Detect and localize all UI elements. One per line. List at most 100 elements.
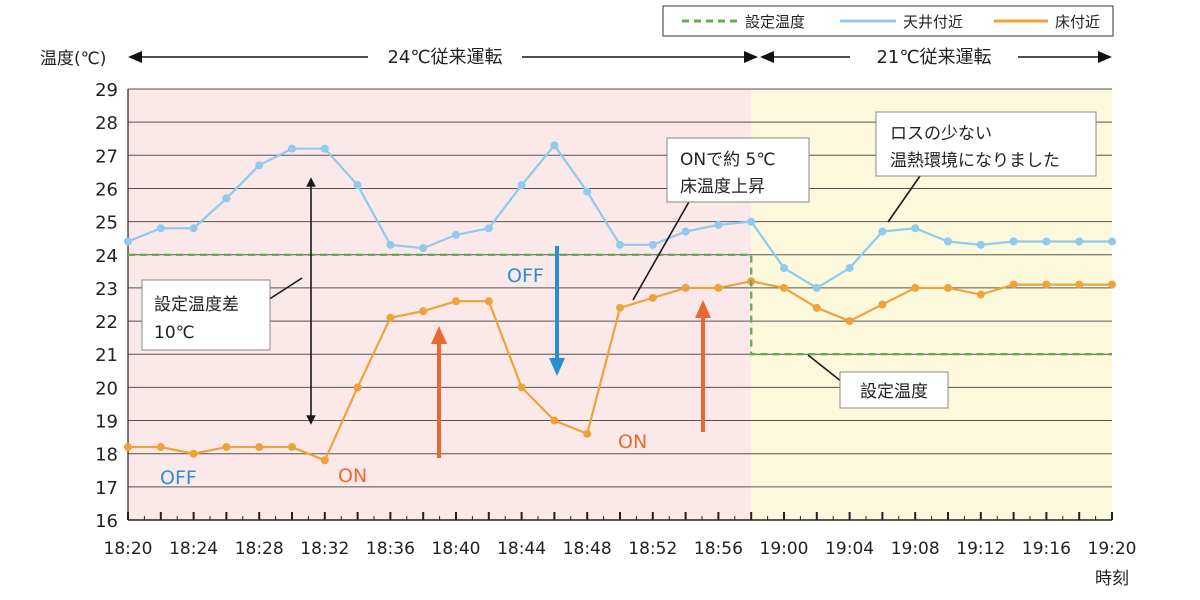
- legend-item-floor: 床付近: [994, 13, 1100, 31]
- series-0-point: [583, 187, 592, 196]
- series-1-point: [484, 297, 493, 306]
- y-tick-label: 25: [95, 213, 118, 234]
- series-0-point: [320, 144, 329, 153]
- series-0-point: [681, 227, 690, 236]
- x-tick-label: 18:48: [563, 539, 612, 559]
- x-tick-label: 18:40: [432, 539, 481, 559]
- legend-label-setpoint: 設定温度: [745, 13, 805, 31]
- legend-label-floor: 床付近: [1055, 13, 1100, 31]
- series-1-point: [156, 443, 165, 452]
- series-1-point: [812, 303, 821, 312]
- y-tick-label: 17: [95, 478, 118, 499]
- on-rise-callout-line: [632, 199, 691, 301]
- off-label-1: OFF: [160, 467, 197, 489]
- series-0-point: [911, 224, 920, 233]
- on-rise-line1: ONで約 5℃: [680, 150, 775, 170]
- region-header-24: 24℃従来運転: [128, 47, 758, 68]
- series-0-point: [976, 240, 985, 249]
- series-0-point: [452, 230, 460, 239]
- series-1-point: [648, 293, 657, 302]
- series-1-point: [353, 383, 362, 392]
- blue-down-arrow: [549, 246, 565, 376]
- series-0-point: [845, 264, 854, 273]
- series-1-point: [386, 313, 395, 322]
- legend-item-ceiling: 天井付近: [840, 13, 963, 31]
- series-0-point: [189, 224, 198, 233]
- series-1-point: [976, 290, 985, 299]
- series-1-point: [780, 283, 788, 292]
- x-tick-label: 19:08: [891, 539, 940, 559]
- series-0-point: [517, 181, 526, 190]
- low-loss-callout: ロスの少ない 温熱環境になりました: [875, 111, 1097, 177]
- series-0-point: [1009, 237, 1018, 246]
- series-0-point: [255, 161, 264, 170]
- y-tick-label: 23: [95, 279, 118, 300]
- y-tick-label: 27: [95, 146, 118, 167]
- series-0-point: [780, 264, 788, 273]
- series-line-setpoint: [128, 253, 1112, 356]
- series-1-point: [550, 416, 559, 425]
- series-0-point: [156, 224, 165, 233]
- region-header-21: 21℃従来運転: [760, 47, 1112, 68]
- x-tick-label: 18:52: [628, 539, 677, 559]
- diff-label-line2: 10℃: [154, 323, 195, 343]
- y-tick-label: 21: [95, 345, 118, 366]
- setpoint-callout-label: 設定温度: [860, 382, 928, 402]
- series-0-point: [353, 181, 362, 190]
- x-tick-label: 18:56: [694, 539, 743, 559]
- legend-item-setpoint: 設定温度: [682, 13, 805, 31]
- series-1-point: [714, 283, 723, 292]
- diff-callout-line: [267, 277, 303, 301]
- x-tick-label: 18:28: [235, 539, 284, 559]
- low-loss-line1: ロスの少ない: [890, 124, 992, 144]
- series-1-point: [1042, 280, 1051, 289]
- series-0-point: [714, 220, 723, 229]
- y-tick-label: 19: [95, 412, 118, 433]
- orange-up-arrow-1: [431, 326, 447, 458]
- series-1-point: [452, 297, 460, 306]
- series-0-point: [812, 283, 821, 292]
- diff-label-line1: 設定温度差: [154, 295, 239, 315]
- off-label-2: OFF: [507, 265, 544, 287]
- series-1-point: [944, 283, 952, 292]
- legend-label-ceiling: 天井付近: [903, 13, 963, 31]
- region-label-24: 24℃従来運転: [387, 47, 502, 68]
- series-1-point: [878, 300, 887, 309]
- x-tick-label: 19:00: [760, 539, 809, 559]
- y-tick-label: 26: [95, 179, 118, 200]
- series-0-point: [648, 240, 657, 249]
- y-tick-label: 24: [95, 246, 118, 267]
- on-rise-line2: 床温度上昇: [680, 177, 765, 197]
- y-tick-label: 29: [95, 80, 118, 101]
- series-0-point: [124, 237, 132, 246]
- series-1-point: [419, 307, 428, 316]
- x-axis-title: 時刻: [1095, 569, 1129, 589]
- low-loss-line2: 温熱環境になりました: [890, 151, 1060, 171]
- series-layer: [124, 141, 1116, 465]
- on-label-1: ON: [338, 465, 367, 487]
- y-tick-label: 18: [95, 445, 118, 466]
- series-1-point: [189, 449, 198, 458]
- x-tick-label: 19:16: [1022, 539, 1071, 559]
- on-label-2: ON: [618, 431, 647, 453]
- series-0-point: [1108, 237, 1116, 246]
- series-0-point: [616, 240, 624, 249]
- x-tick-label: 19:20: [1088, 539, 1137, 559]
- y-tick-label: 28: [95, 113, 118, 134]
- y-tick-label: 16: [95, 511, 118, 532]
- x-tick-label: 19:12: [956, 539, 1005, 559]
- series-0-point: [419, 244, 428, 253]
- series-1-point: [288, 443, 296, 452]
- series-0-point: [878, 227, 887, 236]
- series-0-point: [550, 141, 559, 150]
- region-label-21: 21℃従来運転: [876, 47, 991, 68]
- orange-up-arrow-2: [695, 300, 711, 432]
- series-0-point: [484, 224, 493, 233]
- y-axis-title: 温度(℃): [40, 49, 106, 69]
- on-rise-callout: ONで約 5℃ 床温度上昇: [666, 137, 810, 203]
- x-tick-label: 19:04: [825, 539, 874, 559]
- series-1-point: [222, 443, 231, 452]
- series-1-point: [1009, 280, 1018, 289]
- x-tick-label: 18:32: [300, 539, 349, 559]
- x-tick-label: 18:20: [104, 539, 153, 559]
